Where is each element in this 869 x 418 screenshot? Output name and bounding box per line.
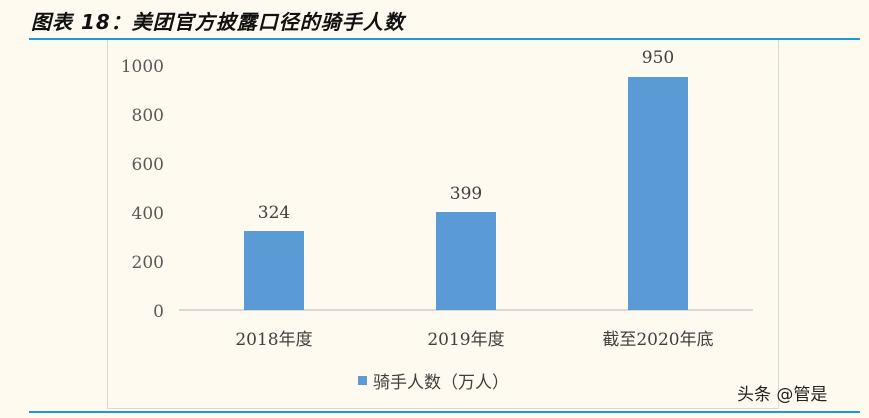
value-label-2020: 950 bbox=[641, 48, 675, 68]
watermark: 头条 @管是 bbox=[737, 385, 828, 405]
legend-swatch-icon bbox=[358, 376, 367, 385]
legend-label: 骑手人数（万人） bbox=[373, 373, 509, 393]
y-tick-800: 800 bbox=[131, 106, 164, 126]
y-tick-200: 200 bbox=[131, 253, 164, 273]
chart-title: 图表 18：美团官方披露口径的骑手人数 bbox=[31, 10, 405, 34]
x-label-2019: 2019年度 bbox=[427, 330, 505, 350]
x-label-2020: 截至2020年底 bbox=[602, 330, 714, 350]
bottom-rule bbox=[29, 411, 860, 413]
value-label-2019: 399 bbox=[449, 184, 483, 204]
legend: 骑手人数（万人） bbox=[358, 368, 509, 393]
bar-2020 bbox=[628, 77, 688, 310]
x-axis-line bbox=[179, 309, 753, 311]
x-label-2018: 2018年度 bbox=[235, 330, 313, 350]
bar-2018 bbox=[244, 231, 304, 310]
value-label-2018: 324 bbox=[257, 203, 291, 223]
y-tick-600: 600 bbox=[131, 155, 164, 175]
bar-2019 bbox=[436, 212, 496, 310]
y-tick-1000: 1000 bbox=[120, 57, 164, 77]
chart-area bbox=[107, 40, 779, 409]
title-top-rule bbox=[29, 38, 860, 40]
y-tick-0: 0 bbox=[153, 302, 164, 322]
y-tick-400: 400 bbox=[131, 204, 164, 224]
